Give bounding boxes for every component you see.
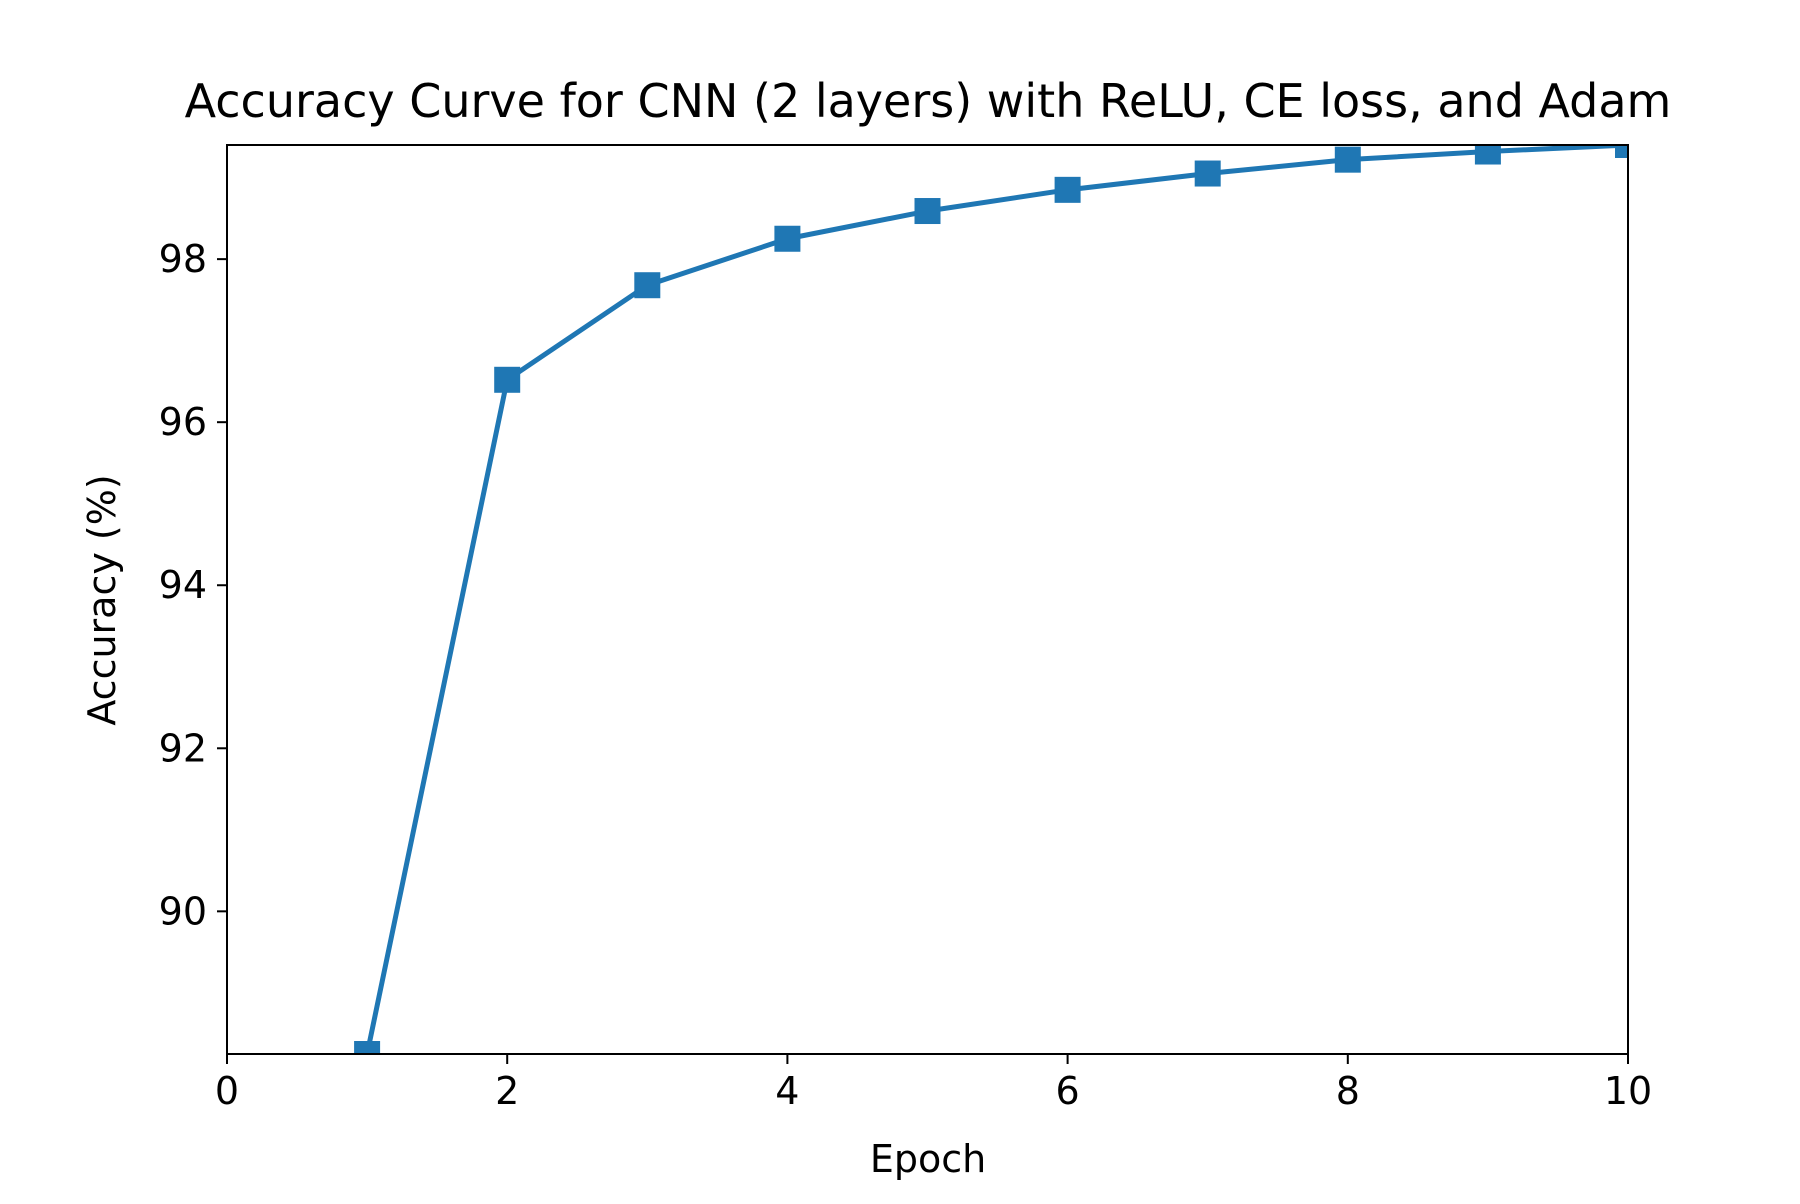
chart-title: Accuracy Curve for CNN (2 layers) with R… [185,74,1672,128]
y-tick-label: 92 [159,726,207,770]
plot-area: 0 2 4 6 8 10 90 92 94 96 98 [159,144,1652,1113]
data-point-marker [1054,176,1081,203]
x-tick-label: 4 [775,1069,799,1113]
x-tick-label: 8 [1336,1069,1360,1113]
data-point-marker [774,225,801,252]
data-point-marker [1334,146,1361,173]
y-tick-label: 94 [159,563,207,607]
x-tick-label: 6 [1056,1069,1080,1113]
data-point-marker [354,1041,381,1054]
data-layer [354,145,1628,1054]
x-tick-label: 10 [1604,1069,1652,1113]
x-axis-label: Epoch [870,1137,986,1181]
x-tick-label: 0 [215,1069,239,1113]
data-point-marker [494,366,521,393]
data-point-marker [1474,145,1501,165]
y-tick-label: 98 [159,237,207,281]
data-point-marker [1194,160,1221,187]
data-point-marker [1615,145,1628,158]
series-line [364,145,1628,1054]
y-axis-label: Accuracy (%) [80,474,124,725]
x-tick-label: 2 [495,1069,519,1113]
data-point-marker [634,272,661,299]
axes-frame [226,144,1629,1055]
y-tick-label: 96 [159,400,207,444]
data-point-marker [914,198,941,225]
y-tick-label: 90 [159,889,207,933]
